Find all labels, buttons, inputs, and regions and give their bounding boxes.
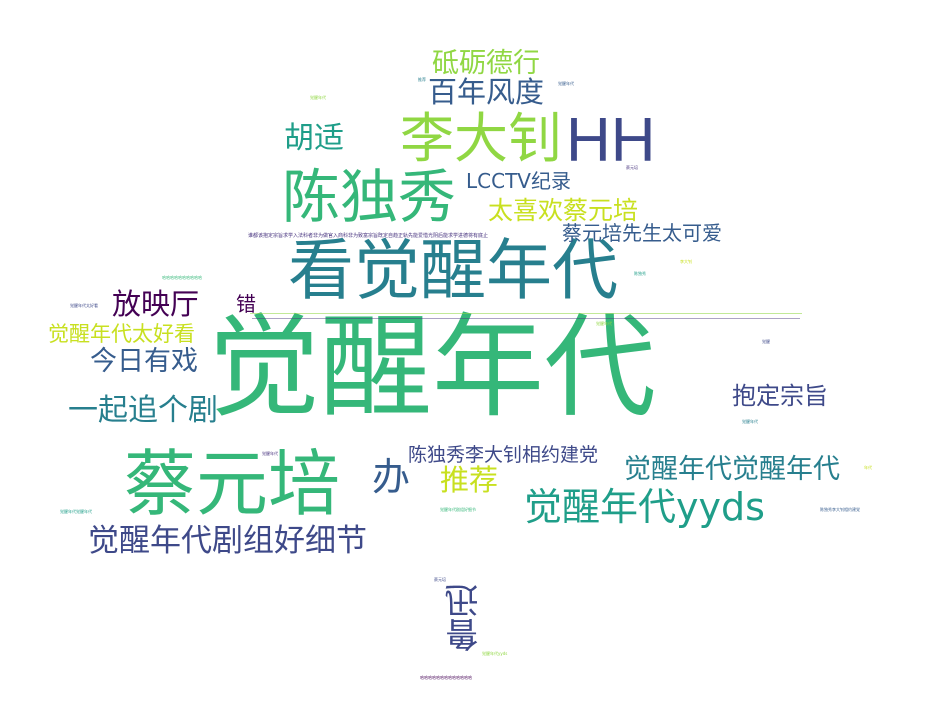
word-cloud-term: 一起追个剧 — [68, 393, 218, 428]
word-cloud-small-term: 觉醒年代觉醒年代 — [60, 509, 92, 514]
word-cloud-term: 百年风度 — [428, 75, 545, 109]
word-cloud-small-term: 觉醒年代剧组好细节 — [440, 507, 476, 512]
word-cloud-term: 觉醒年代太好看 — [48, 322, 195, 346]
word-cloud-term: 陈独秀 — [282, 163, 457, 231]
word-cloud-term: 蔡元培先生太可爱 — [562, 221, 722, 245]
word-cloud-term: 太喜欢蔡元培 — [488, 196, 639, 225]
word-cloud-term: 觉醒年代 — [208, 303, 656, 433]
word-cloud-term: 错 — [236, 292, 256, 316]
word-cloud-term: 陈独秀李大钊相约建党 — [408, 444, 599, 466]
word-cloud-small-term: 蔡元培 — [434, 577, 446, 582]
word-cloud-small-term: 推荐 — [418, 77, 426, 82]
word-cloud-term: 鲁迅 — [445, 584, 485, 652]
word-cloud-term: 看觉醒年代 — [288, 232, 618, 309]
word-cloud-small-term: 年代 — [864, 465, 872, 470]
word-cloud-small-term: 陈独秀李大钊相约建党 — [820, 507, 860, 512]
word-cloud-small-term: 觉醒年代 — [742, 419, 758, 424]
word-cloud-term: 放映厅 — [112, 287, 200, 321]
faint-text-line — [250, 313, 802, 314]
word-cloud-small-term: 蔡元培 — [626, 165, 638, 170]
word-cloud-small-term: 觉醒年代 — [596, 321, 612, 326]
word-cloud-term: 觉醒年代yyds — [524, 485, 765, 529]
word-cloud-term: 今日有戏 — [90, 346, 198, 377]
word-cloud-small-term: 李大钊 — [680, 259, 692, 264]
word-cloud-term: HH — [566, 106, 656, 175]
word-cloud-term: 砥砺德行 — [432, 48, 540, 79]
word-cloud-small-term: 哈哈哈哈哈哈哈哈哈哈 — [162, 275, 202, 280]
word-cloud-term: 办 — [372, 455, 411, 499]
word-cloud-small-term: 觉醒年代 — [310, 95, 326, 100]
word-cloud-small-term: 谁都该抱定宗旨求学入法科者非为做官入商科非为致富宗旨既定自趋正轨先能爱惜光阴后能… — [248, 233, 489, 239]
word-cloud-term: 蔡元培 — [124, 442, 341, 526]
word-cloud-small-term: 觉醒年代 — [558, 81, 574, 86]
word-cloud-small-term: 觉醒年代yyds — [482, 651, 508, 656]
word-cloud-term: 李大钊 — [400, 107, 562, 170]
word-cloud-term: 推荐 — [440, 463, 499, 497]
word-cloud-small-term: 觉醒 — [762, 339, 770, 344]
word-cloud-term: 抱定宗旨 — [732, 382, 828, 410]
word-cloud-term: LCCTV纪录 — [466, 169, 571, 193]
word-cloud-small-term: 陈独秀 — [634, 271, 646, 276]
word-cloud-small-term: 哈哈哈哈哈哈哈哈哈哈哈哈哈 — [420, 675, 472, 680]
word-cloud-small-term: 觉醒年代 — [262, 451, 278, 456]
word-cloud-term: 觉醒年代觉醒年代 — [624, 454, 840, 485]
faint-text-line — [252, 318, 800, 319]
word-cloud-term: 觉醒年代剧组好细节 — [88, 523, 367, 559]
word-cloud-small-term: 觉醒年代太好看 — [70, 303, 98, 308]
word-cloud-term: 胡适 — [284, 121, 344, 156]
